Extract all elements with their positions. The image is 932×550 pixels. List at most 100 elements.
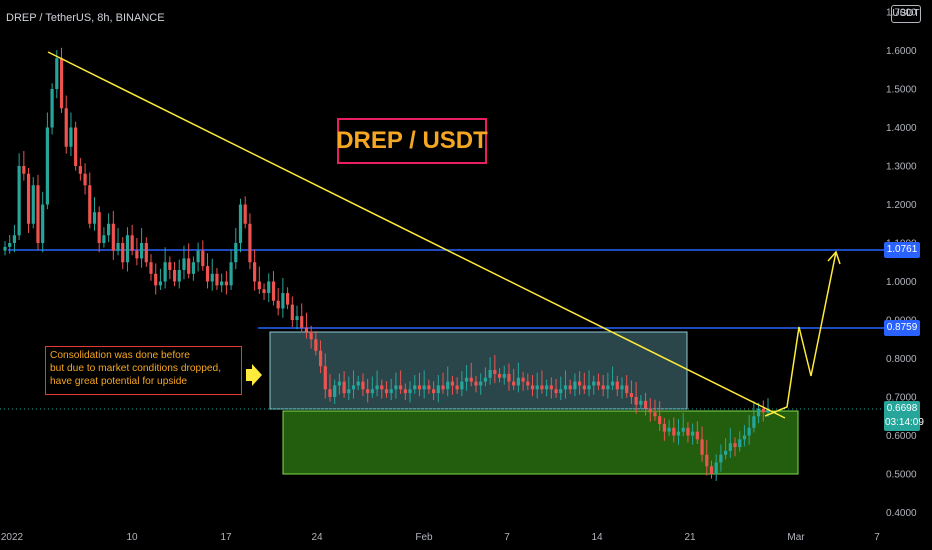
candle-body <box>587 385 591 390</box>
candle-body <box>191 262 195 274</box>
candle-body <box>314 339 318 351</box>
candle-body <box>507 373 511 382</box>
candle-body <box>700 439 704 455</box>
candle-body <box>31 185 35 224</box>
downtrend-line[interactable] <box>47 51 786 419</box>
candle-body <box>328 389 332 397</box>
candle-body <box>483 377 488 382</box>
candle-body <box>747 427 751 436</box>
price-axis[interactable]: 0.40000.50000.60000.70000.80000.90001.00… <box>886 8 917 520</box>
candle-body <box>149 262 153 274</box>
candle-body <box>686 427 690 436</box>
candle-body <box>257 281 261 290</box>
candle-body <box>516 377 520 386</box>
candle-body <box>168 262 172 270</box>
candle-body <box>705 454 709 467</box>
price-tag-countdown: 03:14:09 <box>885 417 924 428</box>
candle-body <box>502 373 506 378</box>
candle-body <box>267 281 271 294</box>
candle-body <box>738 439 742 448</box>
candle-body <box>399 385 403 390</box>
time-tick-label: Mar <box>787 532 805 543</box>
candle-body <box>672 427 676 436</box>
chart-title: DREP / TetherUS, 8h, BINANCE <box>6 12 165 24</box>
candle-body <box>295 316 299 320</box>
candle-body <box>681 427 685 432</box>
candle-body <box>50 89 54 128</box>
candle-body <box>427 385 431 390</box>
candle-body <box>469 377 473 382</box>
candle-body <box>610 381 615 386</box>
candle-body <box>512 381 516 386</box>
candle-body <box>144 243 148 263</box>
price-tag-low-bg <box>884 320 920 336</box>
candle-body <box>549 385 553 390</box>
candle-body <box>742 435 747 440</box>
candle-body <box>253 262 257 282</box>
candle-body <box>59 58 64 109</box>
candle-body <box>413 385 417 390</box>
candle-body <box>634 397 638 405</box>
candle-body <box>643 400 648 409</box>
time-tick-label: Feb <box>415 532 433 543</box>
candle-body <box>323 366 327 390</box>
candle-body <box>12 235 17 243</box>
candle-body <box>36 185 40 243</box>
brand-label: DREP / USDT <box>336 127 488 154</box>
candle-body <box>17 166 21 236</box>
candle-body <box>493 370 497 374</box>
price-tick-label: 0.8000 <box>886 354 917 365</box>
candle-body <box>596 381 601 386</box>
candle-body <box>691 431 695 436</box>
candle-body <box>26 173 31 224</box>
currency-badge[interactable]: USDT <box>891 5 921 23</box>
candle-body <box>97 212 101 243</box>
candle-body <box>220 281 224 286</box>
candle-body <box>3 246 7 251</box>
candle-body <box>337 381 342 386</box>
candle-body <box>394 385 398 390</box>
candle-body <box>64 108 68 147</box>
candle-body <box>163 262 167 282</box>
candle-body <box>592 381 596 386</box>
time-axis[interactable]: 2022 10 17 24 Feb 7 14 21 Mar 7 <box>1 532 880 543</box>
candle-body <box>356 381 360 386</box>
candle-body <box>135 250 139 259</box>
demand-zone[interactable] <box>282 410 799 475</box>
time-tick-label: 7 <box>874 532 880 543</box>
projection-path[interactable] <box>764 251 837 417</box>
price-tick-label: 1.3000 <box>886 162 917 173</box>
time-tick-label: 21 <box>684 532 696 543</box>
candle-body <box>606 385 610 390</box>
candle-body <box>568 385 572 390</box>
candle-body <box>318 350 323 367</box>
candle-body <box>540 385 544 390</box>
price-tick-label: 1.0000 <box>886 277 917 288</box>
candle-body <box>69 127 73 147</box>
candle-body <box>88 185 92 224</box>
candle-body <box>658 416 662 424</box>
candle-body <box>455 385 459 390</box>
candle-body <box>285 293 290 305</box>
candle-body <box>177 269 181 282</box>
projection-arrowhead <box>827 250 841 265</box>
consolidation-box[interactable] <box>269 331 688 410</box>
candle-body <box>187 258 191 274</box>
candle-body <box>229 262 233 286</box>
candle-body <box>417 385 422 390</box>
candle-body <box>45 127 49 205</box>
price-tick-label: 1.5000 <box>886 85 917 96</box>
annotation-note: Consolidation was done before but due to… <box>45 346 242 395</box>
candle-body <box>154 273 158 286</box>
candle-body <box>201 250 205 267</box>
candle-body <box>752 416 756 428</box>
candle-body <box>102 235 106 243</box>
price-tick-label: 0.7000 <box>886 393 917 404</box>
candle-body <box>728 443 732 451</box>
price-tag-current-bg <box>884 401 920 431</box>
price-tick-label: 0.5000 <box>886 470 917 481</box>
candle-body <box>446 381 450 390</box>
candle-body <box>262 289 266 294</box>
candle-body <box>276 300 280 309</box>
